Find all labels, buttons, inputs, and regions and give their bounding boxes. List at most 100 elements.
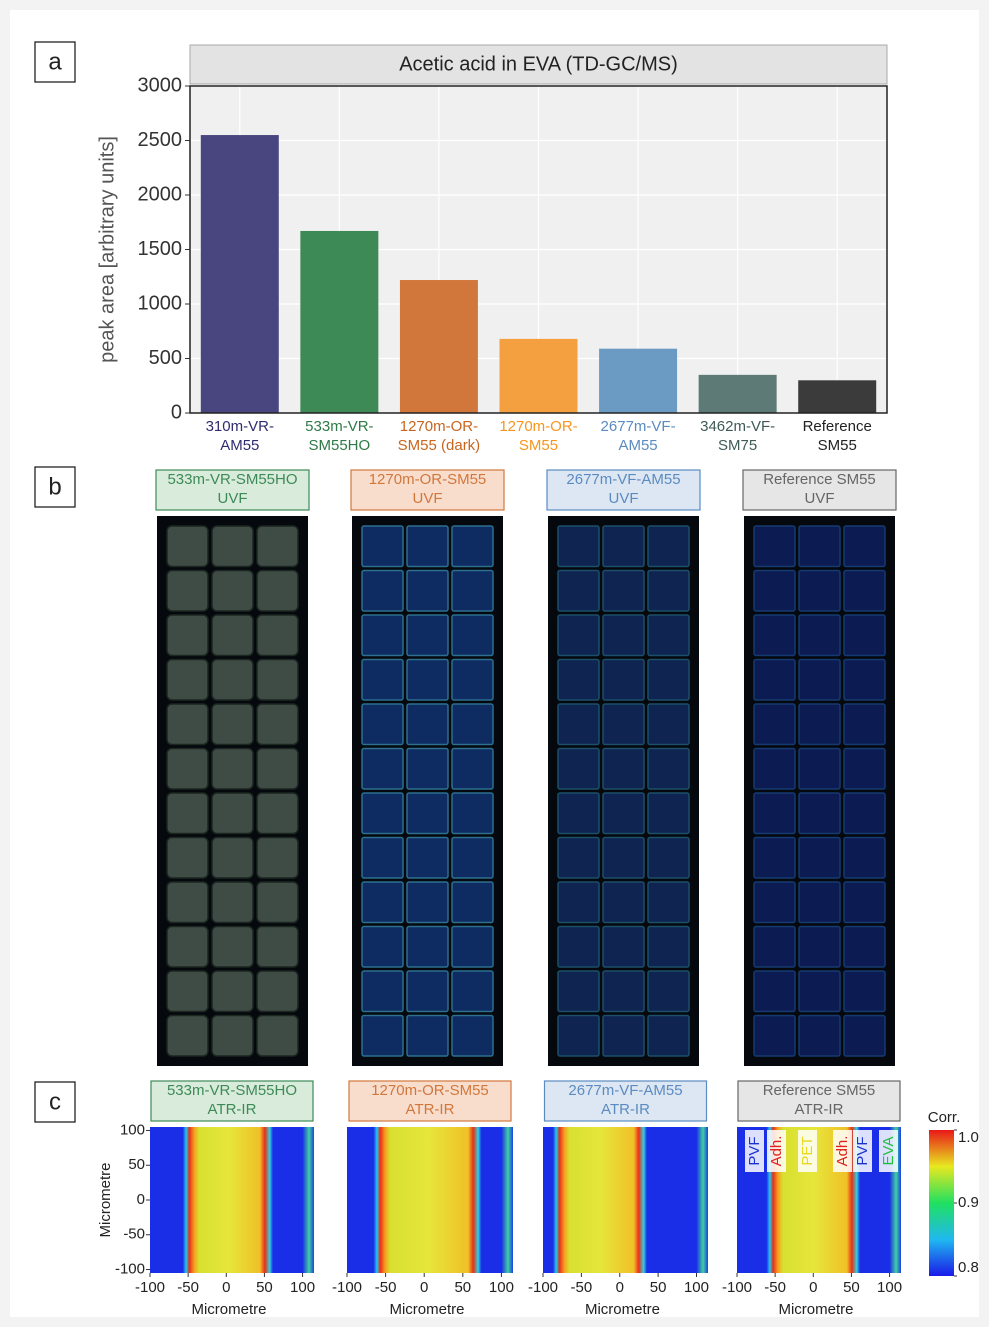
module-cell (843, 658, 886, 701)
module-cell (451, 747, 494, 790)
module-cell (753, 881, 796, 924)
layer-label: Adh. (834, 1136, 851, 1167)
module-cell (557, 792, 600, 835)
module-cell (256, 836, 299, 879)
module-cell (166, 836, 209, 879)
bar (698, 374, 777, 413)
module-cell (647, 970, 690, 1013)
module-cell (602, 614, 645, 657)
label-text: ATR-IR (601, 1101, 650, 1118)
colorbar-tick-label: 0.8 (958, 1259, 979, 1276)
module-cell (798, 658, 841, 701)
module-cell (166, 970, 209, 1013)
module-cell (753, 614, 796, 657)
module-cell (557, 881, 600, 924)
module-cell (647, 836, 690, 879)
module-cell (166, 614, 209, 657)
module-cell (753, 970, 796, 1013)
x-tick-label: SM55HO (309, 437, 371, 454)
x-tick-label: -100 (135, 1279, 165, 1296)
module-cell (753, 703, 796, 746)
module-cell (166, 658, 209, 701)
panel-letter: c (49, 1088, 61, 1115)
x-tick-label: 3462m-VF- (700, 418, 775, 435)
module-cell (753, 569, 796, 612)
y-tick-label: -100 (115, 1260, 145, 1277)
module-cell (451, 970, 494, 1013)
module-cell (798, 970, 841, 1013)
y-tick-label: -50 (123, 1226, 145, 1243)
module-cell (843, 614, 886, 657)
label-box (348, 1080, 512, 1122)
x-axis-label: Micrometre (585, 1301, 660, 1318)
module-cell (451, 1014, 494, 1057)
module-cell (361, 703, 404, 746)
module-cell (166, 925, 209, 968)
module-cell (166, 1014, 209, 1057)
module-cell (798, 569, 841, 612)
y-tick-label: 50 (128, 1156, 145, 1173)
heatmap-image (347, 1127, 513, 1273)
x-tick-label: AM55 (618, 437, 657, 454)
module-cell (557, 925, 600, 968)
module-cell (647, 703, 690, 746)
heatmap-image (543, 1127, 708, 1273)
module-cell (798, 925, 841, 968)
module-cell (211, 881, 254, 924)
label-text: 1270m-OR-SM55 (369, 471, 487, 488)
x-tick-label: 310m-VR- (206, 418, 274, 435)
layer-label-box (833, 1130, 852, 1172)
panel-letter-box (34, 466, 76, 508)
module-cell (647, 658, 690, 701)
module-cell (166, 747, 209, 790)
module-cell (843, 881, 886, 924)
panel-letter-box (34, 1081, 76, 1123)
module-cell (256, 970, 299, 1013)
module-cell (406, 881, 449, 924)
x-tick-label: 533m-VR- (305, 418, 373, 435)
layer-label: Adh. (768, 1136, 785, 1167)
module-cell (753, 925, 796, 968)
colorbar-tick-label: 1.0 (958, 1129, 979, 1146)
layer-label-box (745, 1130, 764, 1172)
module-cell (256, 703, 299, 746)
label-box (155, 469, 310, 511)
heatmap-image (150, 1127, 314, 1273)
layer-label: PVF (746, 1136, 763, 1165)
module-cell (361, 925, 404, 968)
module-cell (602, 658, 645, 701)
label-text: 2677m-VF-AM55 (568, 1082, 682, 1099)
label-text: Reference SM55 (763, 1082, 876, 1099)
colorbar-label: Corr. (928, 1109, 961, 1126)
x-tick-label: 1270m-OR- (499, 418, 577, 435)
module-cell (451, 836, 494, 879)
x-tick-label: 2677m-VF- (601, 418, 676, 435)
module-cell (361, 747, 404, 790)
module-cell (557, 569, 600, 612)
module-cell (256, 614, 299, 657)
panel-letter: b (48, 473, 61, 500)
module-cell (451, 525, 494, 568)
module-cell (843, 703, 886, 746)
module-cell (647, 1014, 690, 1057)
module-cell (753, 836, 796, 879)
module-cell (361, 792, 404, 835)
module-cell (602, 836, 645, 879)
module-cell (406, 525, 449, 568)
module-cell (647, 614, 690, 657)
x-tick-label: 0 (222, 1279, 230, 1296)
x-tick-label: -100 (722, 1279, 752, 1296)
label-text: 1270m-OR-SM55 (371, 1082, 489, 1099)
x-tick-label: 100 (489, 1279, 514, 1296)
y-tick-label: 2000 (138, 183, 183, 205)
module-cell (406, 658, 449, 701)
module-cell (602, 970, 645, 1013)
colorbar-tick-label: 0.9 (958, 1194, 979, 1211)
bar (599, 348, 678, 413)
module-cell (451, 792, 494, 835)
module-cell (361, 569, 404, 612)
module-cell (753, 525, 796, 568)
colorbar (929, 1130, 954, 1276)
x-tick-label: AM55 (220, 437, 259, 454)
